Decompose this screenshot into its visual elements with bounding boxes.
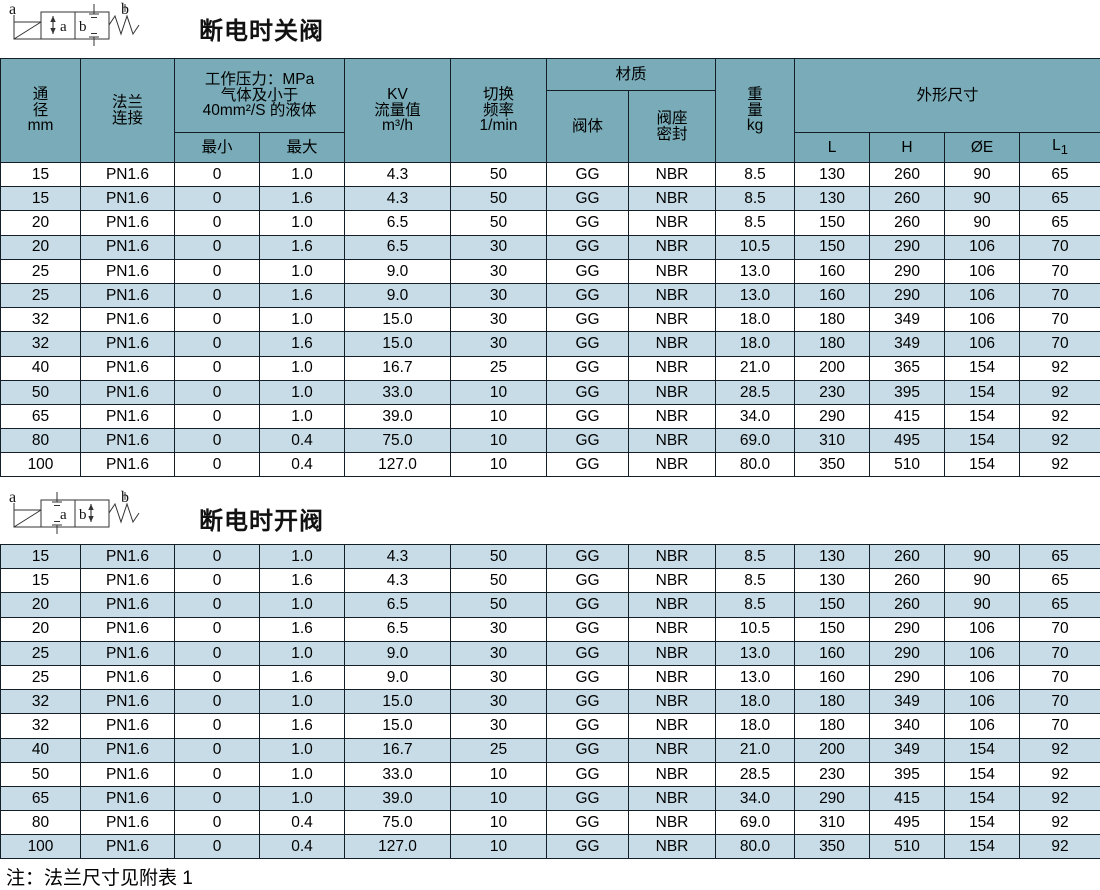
svg-text:a: a	[9, 2, 16, 18]
svg-text:b: b	[79, 19, 87, 35]
svg-text:a: a	[60, 507, 67, 523]
svg-text:a: a	[9, 490, 16, 506]
svg-text:b: b	[121, 2, 129, 18]
svg-text:b: b	[121, 490, 129, 506]
svg-text:b: b	[79, 507, 87, 523]
svg-text:a: a	[60, 19, 67, 35]
